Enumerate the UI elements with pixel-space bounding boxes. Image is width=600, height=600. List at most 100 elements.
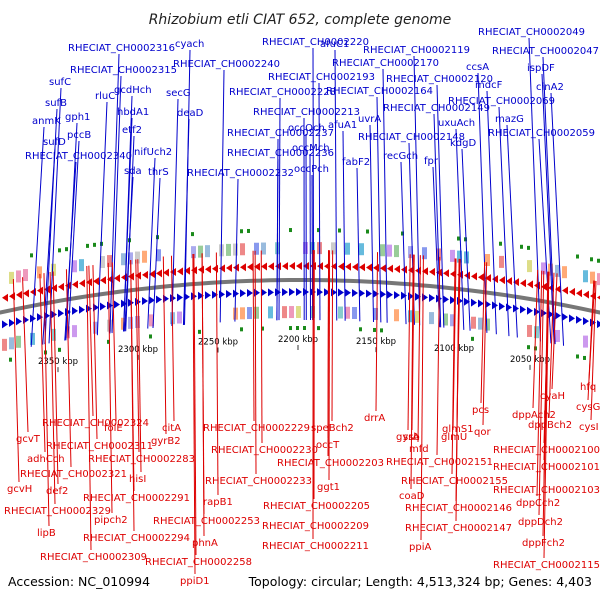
gene-label: RHECIAT_CH0002069 xyxy=(448,96,555,107)
gene-label: RHECIAT_CH0002049 xyxy=(478,27,585,38)
gene-label: dppCch2 xyxy=(516,498,560,509)
gene-label: secG xyxy=(166,88,191,99)
gc-marker xyxy=(86,243,89,248)
forward-gene-arrow xyxy=(443,295,449,304)
gc-marker xyxy=(107,339,110,344)
gc-marker xyxy=(296,326,299,331)
reverse-gene-arrow xyxy=(485,274,491,283)
forward-gene-arrow xyxy=(387,290,393,299)
label-connector xyxy=(480,261,486,404)
forward-feature-block xyxy=(128,316,133,329)
label-connector xyxy=(182,118,190,326)
gene-label: RHECIAT_CH0002228 xyxy=(229,87,336,98)
label-connector xyxy=(109,53,120,334)
label-connector xyxy=(147,157,156,329)
forward-feature-block xyxy=(135,315,140,328)
label-connector xyxy=(331,250,334,422)
gene-label: RHECIAT_CH0002329 xyxy=(4,506,111,517)
gc-marker xyxy=(149,334,152,339)
gene-label: ccsA xyxy=(466,62,489,73)
forward-feature-block xyxy=(471,316,476,329)
position-tick-label: 2050 kbp xyxy=(510,355,550,365)
label-connector xyxy=(137,259,142,473)
reverse-feature-block xyxy=(121,253,126,266)
label-connector xyxy=(538,138,552,344)
forward-feature-block xyxy=(352,306,357,319)
forward-gene-arrow xyxy=(282,288,288,297)
forward-feature-block xyxy=(534,326,539,339)
label-connector xyxy=(400,161,407,325)
label-connector xyxy=(498,106,510,337)
forward-gene-arrow xyxy=(261,288,267,297)
gene-label: RHECIAT_CH0002151 xyxy=(386,457,493,468)
reverse-feature-block xyxy=(9,271,14,284)
gene-label: gyrB2 xyxy=(151,436,181,447)
forward-gene-arrow xyxy=(464,297,470,306)
forward-feature-block xyxy=(527,324,532,337)
reverse-feature-block xyxy=(450,249,455,262)
genome-stats-text: Topology: circular; Length: 4,513,324 bp… xyxy=(248,574,592,589)
forward-gene-arrow xyxy=(226,289,232,298)
forward-gene-arrow xyxy=(380,290,386,299)
forward-gene-arrow xyxy=(373,289,379,298)
forward-gene-arrow xyxy=(569,314,575,323)
reverse-gene-arrow xyxy=(499,276,505,285)
label-connector xyxy=(538,270,545,516)
label-connector xyxy=(376,96,382,323)
gene-label: RHECIAT_CH0002203 xyxy=(277,458,384,469)
reverse-feature-block xyxy=(331,242,336,255)
label-connector xyxy=(215,252,219,496)
forward-gene-arrow xyxy=(9,318,15,327)
label-connector xyxy=(590,280,597,421)
gene-label: occT xyxy=(316,440,340,451)
reverse-feature-block xyxy=(499,255,504,268)
label-connector xyxy=(342,130,346,321)
forward-gene-arrow xyxy=(156,295,162,304)
reverse-feature-block xyxy=(79,259,84,272)
accession-text: Accession: NC_010994 xyxy=(8,574,150,589)
forward-gene-arrow xyxy=(289,288,295,297)
reverse-feature-block xyxy=(422,247,427,260)
reverse-gene-arrow xyxy=(114,274,120,283)
gene-label: afuA1 xyxy=(328,120,357,131)
gene-label: qor xyxy=(474,427,491,438)
gene-label: gyrA xyxy=(396,432,419,443)
gene-label: RHECIAT_CH0002147 xyxy=(405,523,512,534)
label-connector xyxy=(536,270,543,497)
label-connector xyxy=(542,271,549,537)
map-title: Rhizobium etli CIAT 652, complete genome xyxy=(149,12,452,28)
forward-gene-arrow xyxy=(177,293,183,302)
forward-gene-arrow xyxy=(149,296,155,305)
reverse-feature-block xyxy=(37,266,42,279)
gene-label: RHECIAT_CH0002148 xyxy=(358,132,465,143)
reverse-gene-arrow xyxy=(562,286,568,295)
gene-label: fpr xyxy=(424,156,439,167)
forward-gene-arrow xyxy=(338,288,344,297)
gene-label: RHECIAT_CH0002229 xyxy=(203,423,310,434)
label-connector xyxy=(551,273,558,390)
gene-label: RHECIAT_CH0002321 xyxy=(20,469,127,480)
forward-feature-block xyxy=(16,335,21,348)
bottom-gene-labels: drrA RHECIAT_CH0002324 RHECIAT_CH0002229 sp… xyxy=(4,382,600,587)
reverse-feature-block xyxy=(23,269,28,282)
gene-label: RHECIAT_CH0002193 xyxy=(268,72,375,83)
label-connector xyxy=(455,128,465,330)
label-connector xyxy=(201,253,205,537)
reverse-strand-features xyxy=(2,228,600,302)
gene-label: RHECIAT_CH0002324 xyxy=(42,418,149,429)
forward-gene-arrow xyxy=(394,291,400,300)
reverse-gene-arrow xyxy=(352,262,358,271)
gene-label: RHECIAT_CH0002258 xyxy=(145,557,252,568)
gene-label: mazG xyxy=(495,114,524,125)
label-connector xyxy=(88,265,94,417)
reverse-feature-block xyxy=(583,270,588,283)
reverse-feature-block xyxy=(100,256,105,269)
label-connector xyxy=(39,273,46,453)
reverse-feature-block xyxy=(261,242,266,255)
label-connector xyxy=(111,262,117,422)
label-connector xyxy=(327,250,330,457)
reverse-feature-block xyxy=(457,250,462,263)
gene-label: RHECIAT_CH0002059 xyxy=(488,128,595,139)
gene-label: RHECIAT_CH0002103 xyxy=(493,485,600,496)
